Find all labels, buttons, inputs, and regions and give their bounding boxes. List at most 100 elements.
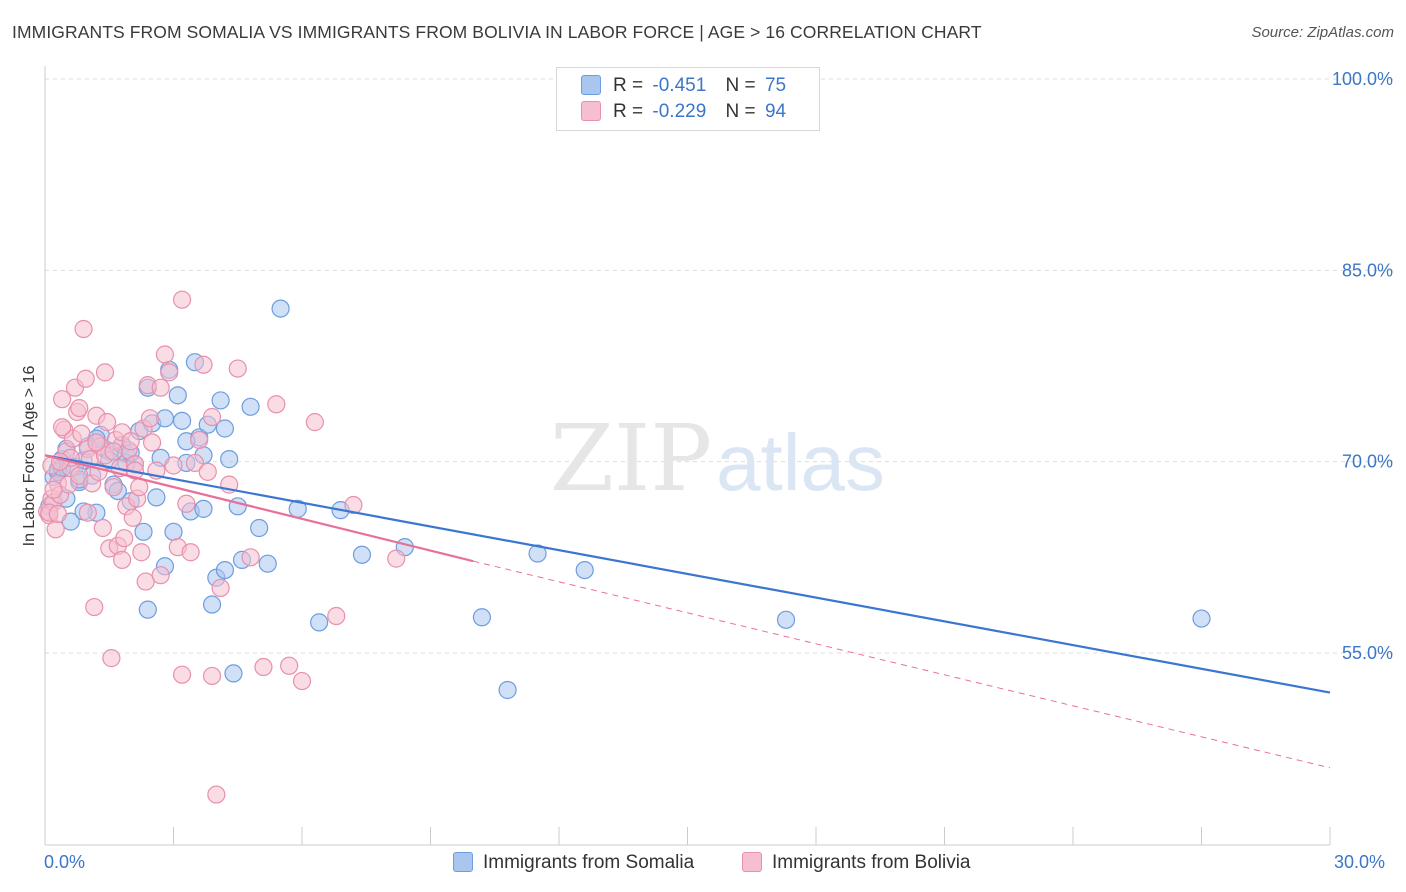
- somalia-point: [498, 680, 517, 700]
- x-min-label: 0.0%: [44, 852, 86, 872]
- bolivia-trend-line: [44, 454, 474, 563]
- bolivia-point: [164, 456, 183, 475]
- bolivia-point: [305, 413, 324, 432]
- bolivia-point: [254, 657, 273, 677]
- bolivia-points: [38, 290, 406, 804]
- y-tick-label: 100.0%: [1332, 69, 1393, 89]
- r-label: R =: [613, 75, 644, 96]
- n-value-bolivia: 94: [764, 101, 787, 122]
- legend-row-bolivia: R = -0.229 N = 94: [581, 101, 786, 127]
- bolivia-point: [93, 518, 112, 538]
- somalia-point: [575, 560, 594, 580]
- n-value-somalia: 75: [764, 75, 787, 96]
- watermark-atlas: atlas: [716, 418, 885, 507]
- somalia-point: [202, 595, 222, 614]
- somalia-point: [164, 522, 183, 541]
- bolivia-swatch: [581, 101, 601, 121]
- bolivia-point: [151, 566, 170, 585]
- legend-row-somalia: R = -0.451 N = 75: [581, 75, 786, 101]
- somalia-point: [211, 391, 230, 410]
- bolivia-point: [121, 432, 140, 451]
- bolivia-point: [160, 363, 179, 382]
- bolivia-point: [198, 462, 217, 481]
- bolivia-point: [95, 363, 115, 382]
- somalia-point: [224, 664, 243, 683]
- bolivia-point: [74, 319, 93, 339]
- r-label: R =: [613, 101, 644, 122]
- n-label: N =: [725, 75, 756, 96]
- bolivia-point: [132, 543, 151, 562]
- bolivia-point: [46, 520, 65, 539]
- bolivia-point: [104, 478, 123, 497]
- somalia-swatch: [453, 852, 473, 872]
- bolivia-point: [85, 597, 104, 617]
- bolivia-point: [151, 378, 170, 397]
- bolivia-point: [140, 409, 160, 428]
- somalia-point: [352, 545, 372, 564]
- bolivia-point: [102, 649, 121, 668]
- bolivia-point: [44, 480, 63, 499]
- bolivia-point: [48, 504, 67, 524]
- watermark: ZIP atlas: [550, 405, 885, 512]
- somalia-point: [215, 560, 234, 580]
- bolivia-point: [181, 543, 200, 562]
- trend-lines: [44, 454, 1331, 769]
- bolivia-point: [155, 345, 175, 364]
- bolivia-point: [280, 656, 299, 675]
- somalia-point: [220, 450, 239, 469]
- bolivia-point: [190, 430, 209, 450]
- bolivia-point: [98, 413, 117, 432]
- bolivia-point: [241, 548, 260, 567]
- bolivia-point: [177, 494, 196, 513]
- y-tick-label: 55.0%: [1342, 643, 1393, 663]
- somalia-point: [776, 610, 796, 629]
- bolivia-swatch: [742, 852, 762, 872]
- legend-item-somalia[interactable]: Immigrants from Somalia: [453, 852, 694, 874]
- somalia-point: [147, 488, 166, 507]
- somalia-point: [271, 299, 290, 318]
- bolivia-trend-extension: [473, 560, 1331, 769]
- bolivia-point: [130, 478, 149, 497]
- bolivia-point: [53, 390, 72, 409]
- bolivia-point: [115, 529, 134, 548]
- watermark-zip: ZIP: [550, 405, 712, 512]
- bolivia-point: [142, 433, 162, 452]
- bolivia-point: [292, 671, 312, 691]
- somalia-point: [194, 499, 213, 518]
- bolivia-point: [327, 606, 346, 626]
- correlation-legend: R = -0.451 N = 75 R = -0.229 N = 94: [556, 67, 820, 131]
- bolivia-point: [387, 549, 406, 568]
- somalia-point: [310, 613, 329, 632]
- legend-label-somalia: Immigrants from Somalia: [483, 852, 695, 873]
- r-value-bolivia: -0.229: [652, 101, 707, 122]
- somalia-point: [168, 386, 187, 405]
- bolivia-point: [50, 452, 70, 471]
- bolivia-point: [228, 359, 247, 378]
- bolivia-point: [207, 785, 226, 804]
- somalia-point: [250, 518, 269, 538]
- bolivia-point: [78, 503, 97, 522]
- bolivia-point: [123, 508, 142, 527]
- r-value-somalia: -0.451: [652, 75, 707, 96]
- somalia-point: [472, 608, 491, 627]
- bolivia-point: [112, 550, 132, 569]
- series-legend: Immigrants from Somalia Immigrants from …: [0, 852, 1406, 878]
- bolivia-point: [136, 572, 155, 591]
- n-label: N =: [725, 101, 756, 122]
- bolivia-point: [72, 424, 91, 443]
- y-tick-labels: 55.0% 70.0% 85.0% 100.0%: [1332, 69, 1393, 663]
- bolivia-point: [185, 453, 205, 473]
- somalia-point: [241, 397, 260, 416]
- somalia-point: [215, 419, 234, 438]
- legend-label-bolivia: Immigrants from Bolivia: [772, 852, 971, 873]
- bolivia-point: [53, 418, 72, 437]
- y-tick-label: 70.0%: [1342, 452, 1393, 472]
- bolivia-point: [211, 578, 230, 598]
- bolivia-point: [87, 433, 106, 452]
- bolivia-point: [76, 369, 95, 388]
- bolivia-point: [104, 442, 123, 461]
- bolivia-point: [172, 665, 192, 684]
- legend-item-bolivia[interactable]: Immigrants from Bolivia: [742, 852, 971, 874]
- somalia-point: [528, 544, 547, 563]
